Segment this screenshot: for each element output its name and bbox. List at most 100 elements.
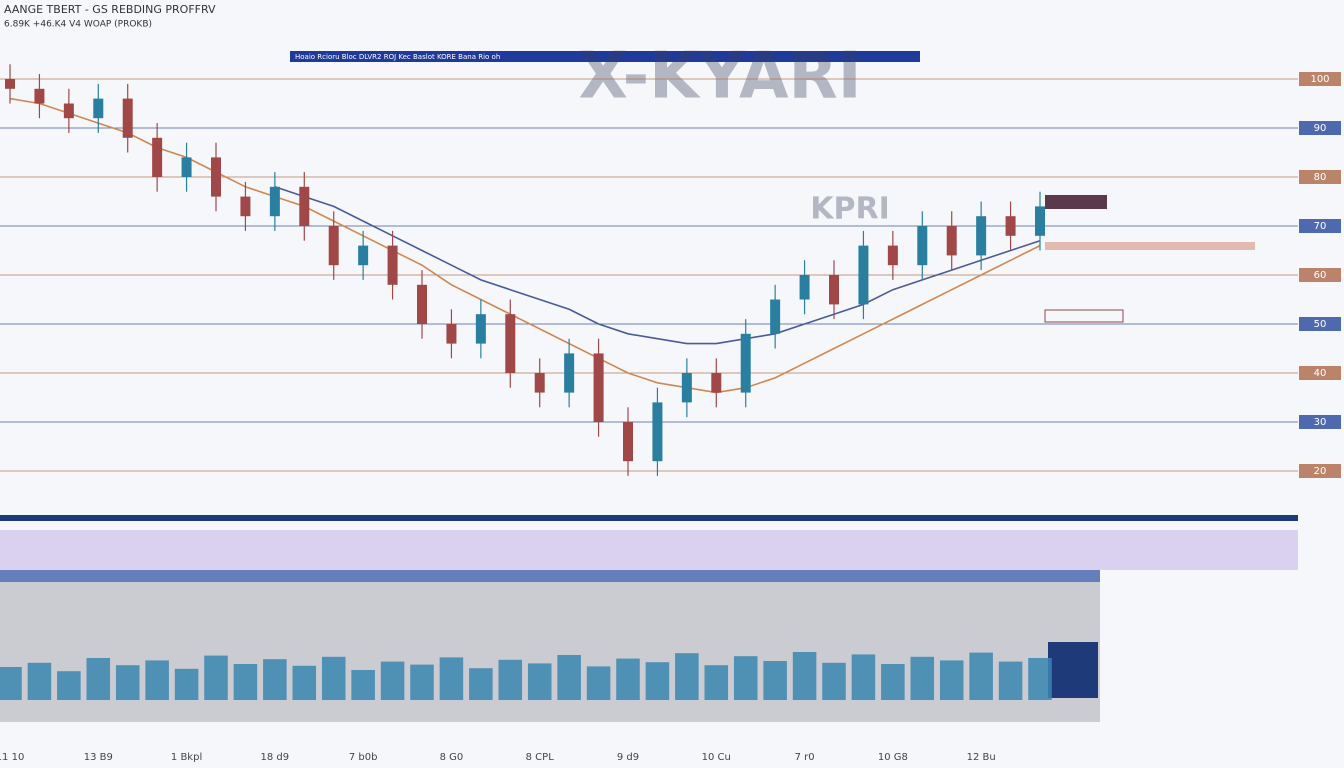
candle-body — [534, 373, 545, 393]
y-tick-box — [1299, 366, 1341, 380]
candle-body — [505, 314, 516, 373]
candle-body — [652, 402, 663, 462]
candle-body — [269, 186, 280, 217]
bar — [910, 656, 935, 700]
banner-bar — [290, 51, 920, 62]
candle-body — [770, 299, 781, 334]
bar — [439, 657, 464, 700]
watermark: X-KYARI — [578, 40, 861, 114]
y-tick-box — [1299, 268, 1341, 282]
candle-body — [93, 98, 104, 119]
bar — [733, 656, 758, 700]
candle-body — [829, 275, 839, 305]
y-tick-label: 50 — [1314, 319, 1327, 330]
bar — [822, 662, 846, 700]
bar — [145, 660, 169, 700]
candle-body — [181, 157, 192, 177]
candle-body — [5, 79, 15, 89]
price-box — [1044, 309, 1124, 323]
candle-body — [917, 226, 928, 266]
y-tick-box — [1299, 121, 1341, 135]
lower-pane-block — [1048, 642, 1098, 698]
y-tick-box — [1299, 464, 1341, 478]
bar — [263, 659, 287, 700]
candle-body — [122, 98, 133, 138]
bar — [969, 652, 993, 700]
y-tick-label: 100 — [1310, 74, 1329, 85]
candle-body — [623, 422, 633, 462]
bar — [1028, 658, 1052, 700]
bar — [204, 655, 228, 700]
candle-body — [358, 245, 369, 266]
price-tag — [1045, 195, 1107, 209]
candle-body — [799, 275, 810, 300]
chart-title: AANGE TBERT - GS REBDING PROFFRV — [4, 3, 216, 16]
candle-body — [240, 196, 251, 217]
bar — [586, 666, 611, 700]
bar — [0, 667, 22, 700]
bar — [851, 654, 876, 700]
candle-body — [475, 314, 486, 344]
candle-body — [976, 216, 987, 256]
bar — [704, 665, 729, 700]
lower-pane — [0, 582, 1100, 722]
bar — [469, 668, 493, 700]
candle-body — [593, 353, 604, 422]
y-tick-label: 40 — [1314, 368, 1327, 379]
bar — [351, 670, 375, 700]
candle-body — [946, 226, 957, 256]
pane-divider — [0, 515, 1298, 521]
y-tick-label: 20 — [1314, 466, 1327, 477]
candle-body — [34, 88, 45, 104]
x-tick-label: 11 10 — [0, 752, 24, 763]
y-tick-label: 70 — [1314, 221, 1327, 232]
y-tick-label: 80 — [1314, 172, 1327, 183]
x-tick-label: 8 CPL — [526, 752, 555, 763]
y-tick-label: 90 — [1314, 123, 1327, 134]
bar — [321, 656, 346, 700]
moving-average — [274, 186, 1041, 345]
x-tick-label: 10 Cu — [702, 752, 731, 763]
bar — [675, 653, 699, 700]
y-tick-label: 30 — [1314, 417, 1327, 428]
candle-body — [711, 373, 722, 393]
bar — [115, 665, 140, 700]
bar — [292, 665, 317, 700]
y-tick-label: 60 — [1314, 270, 1327, 281]
bar — [174, 668, 199, 700]
bar — [998, 661, 1023, 700]
bar — [410, 664, 434, 700]
candle-body — [417, 284, 427, 324]
bar — [233, 664, 258, 700]
x-tick-label: 9 d9 — [617, 752, 639, 763]
candle-body — [858, 245, 869, 305]
bar — [27, 662, 52, 700]
candle-body — [740, 333, 751, 393]
candle-body — [328, 226, 339, 266]
bar — [498, 659, 523, 700]
candle-body — [446, 324, 457, 344]
pane-divider — [0, 570, 1100, 582]
bar — [645, 662, 670, 700]
candle-body — [211, 157, 221, 197]
bar — [939, 660, 964, 700]
y-tick-box — [1299, 170, 1341, 184]
chart-subtitle: 6.89K +46.K4 V4 WOAP (PROKB) — [4, 20, 152, 30]
bar — [527, 663, 552, 700]
bar — [557, 655, 581, 700]
candle-body — [887, 245, 898, 266]
price-band — [1045, 242, 1255, 250]
bar — [616, 658, 640, 700]
y-tick-box — [1299, 415, 1341, 429]
x-tick-label: 8 G0 — [440, 752, 464, 763]
y-tick-box — [1299, 72, 1341, 86]
bar — [380, 661, 405, 700]
bar — [57, 671, 81, 700]
candle-body — [152, 137, 163, 177]
x-tick-label: 1 Bkpl — [171, 752, 202, 763]
annotation: KPRI — [810, 192, 890, 227]
candle-body — [564, 353, 575, 393]
candle-body — [63, 103, 74, 119]
x-tick-label: 12 Bu — [967, 752, 996, 763]
